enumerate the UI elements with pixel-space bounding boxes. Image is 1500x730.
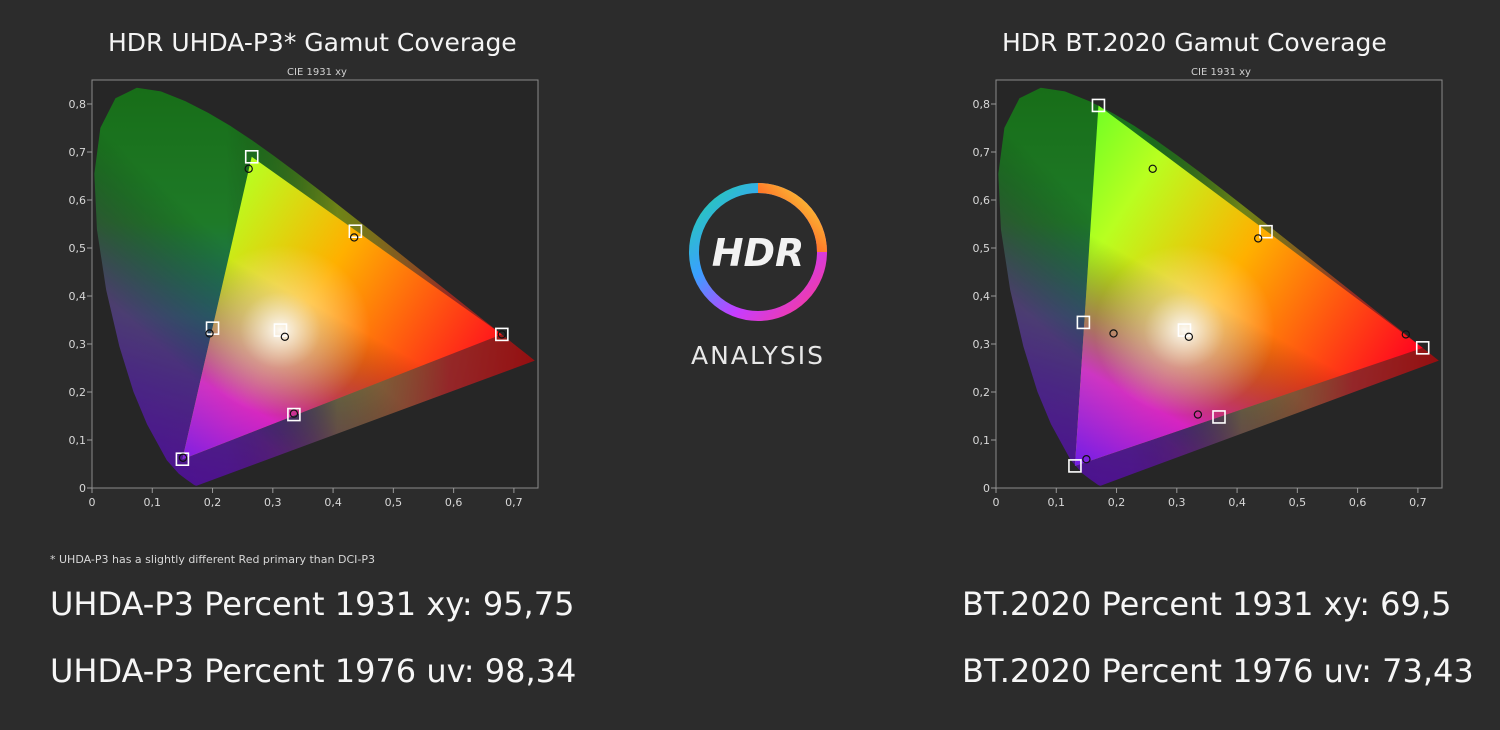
measured-point [349, 233, 359, 242]
x-tick-label: 0,5 [385, 496, 403, 509]
y-tick-label: 0,4 [69, 290, 87, 303]
x-tick-label: 0,2 [204, 496, 222, 509]
target-marker [244, 150, 259, 164]
target-marker [1091, 98, 1106, 113]
measured-point [497, 330, 507, 339]
x-tick-label: 0,7 [1409, 496, 1427, 509]
target-marker [1212, 410, 1226, 424]
target-marker [1068, 459, 1082, 473]
target-marker [273, 323, 288, 337]
y-tick-label: 0,6 [69, 194, 87, 207]
y-tick-label: 0 [983, 482, 990, 495]
x-tick-label: 0,7 [505, 496, 523, 509]
x-tick-label: 0 [993, 496, 1000, 509]
y-tick-label: 0,8 [69, 98, 87, 111]
chart-title-left: HDR UHDA-P3* Gamut Coverage [108, 28, 517, 57]
measured-point [244, 164, 253, 174]
x-tick-label: 0,2 [1108, 496, 1126, 509]
hdr-analysis-logo: HDR ANALYSIS [684, 182, 834, 372]
measured-point [1253, 234, 1263, 243]
stat-bt2020-uv: BT.2020 Percent 1976 uv: 73,43 [962, 652, 1474, 690]
stat-uhda-uv: UHDA-P3 Percent 1976 uv: 98,34 [50, 652, 577, 690]
y-tick-label: 0,1 [69, 434, 87, 447]
target-marker [1415, 341, 1430, 355]
y-tick-label: 0 [79, 482, 86, 495]
x-tick-label: 0 [89, 496, 96, 509]
measured-point [1082, 455, 1091, 464]
measured-point [1193, 410, 1203, 419]
stat-bt2020-xy: BT.2020 Percent 1931 xy: 69,5 [962, 585, 1452, 623]
measured-point [1184, 332, 1194, 341]
chart-title-right: HDR BT.2020 Gamut Coverage [1002, 28, 1387, 57]
x-tick-label: 0,4 [324, 496, 342, 509]
measured-point [205, 329, 214, 338]
logo-text: ANALYSIS [691, 341, 825, 370]
y-tick-label: 0,2 [69, 386, 87, 399]
measured-point [1148, 164, 1157, 174]
x-tick-label: 0,5 [1289, 496, 1307, 509]
y-tick-label: 0,6 [973, 194, 991, 207]
x-tick-label: 0,6 [1349, 496, 1367, 509]
footnote: * UHDA-P3 has a slightly different Red p… [50, 553, 375, 566]
stat-uhda-xy: UHDA-P3 Percent 1931 xy: 95,75 [50, 585, 575, 623]
y-tick-label: 0,3 [69, 338, 87, 351]
measured-point [280, 332, 290, 341]
target-marker [348, 224, 363, 238]
target-marker [495, 327, 509, 342]
target-marker [1259, 224, 1273, 239]
y-tick-label: 0,8 [973, 98, 991, 111]
x-tick-label: 0,1 [1048, 496, 1066, 509]
y-tick-label: 0,1 [973, 434, 991, 447]
x-tick-label: 0,4 [1228, 496, 1246, 509]
target-marker [1177, 323, 1192, 337]
chart-subtitle: CIE 1931 xy [287, 67, 347, 78]
x-tick-label: 0,3 [264, 496, 282, 509]
cie-chart-right: CIE 1931 xy 0 0,1 0,2 0,3 0,4 0,5 0,6 0,7 0 0,1 0,2… [973, 67, 1443, 509]
y-tick-label: 0,5 [69, 242, 87, 255]
y-tick-label: 0,4 [973, 290, 991, 303]
logo-mark: HDR [712, 231, 805, 275]
chart-subtitle: CIE 1931 xy [1191, 67, 1251, 78]
target-marker [175, 452, 190, 467]
y-tick-label: 0,3 [973, 338, 991, 351]
target-marker [287, 407, 301, 422]
measured-point [1109, 329, 1118, 338]
measured-point [178, 453, 188, 462]
measured-point [1401, 330, 1411, 339]
y-tick-label: 0,2 [973, 386, 991, 399]
y-tick-label: 0,5 [973, 242, 991, 255]
y-tick-label: 0,7 [973, 146, 991, 159]
measured-point [289, 409, 299, 418]
target-marker [1076, 315, 1091, 330]
y-tick-label: 0,7 [69, 146, 87, 159]
x-tick-label: 0,3 [1168, 496, 1186, 509]
x-tick-label: 0,1 [144, 496, 162, 509]
cie-chart-left: CIE 1931 xy 0 0,1 0,2 0,3 0,4 0,5 0,6 0,7 0 0,1 0,2… [69, 67, 539, 509]
x-tick-label: 0,6 [445, 496, 463, 509]
